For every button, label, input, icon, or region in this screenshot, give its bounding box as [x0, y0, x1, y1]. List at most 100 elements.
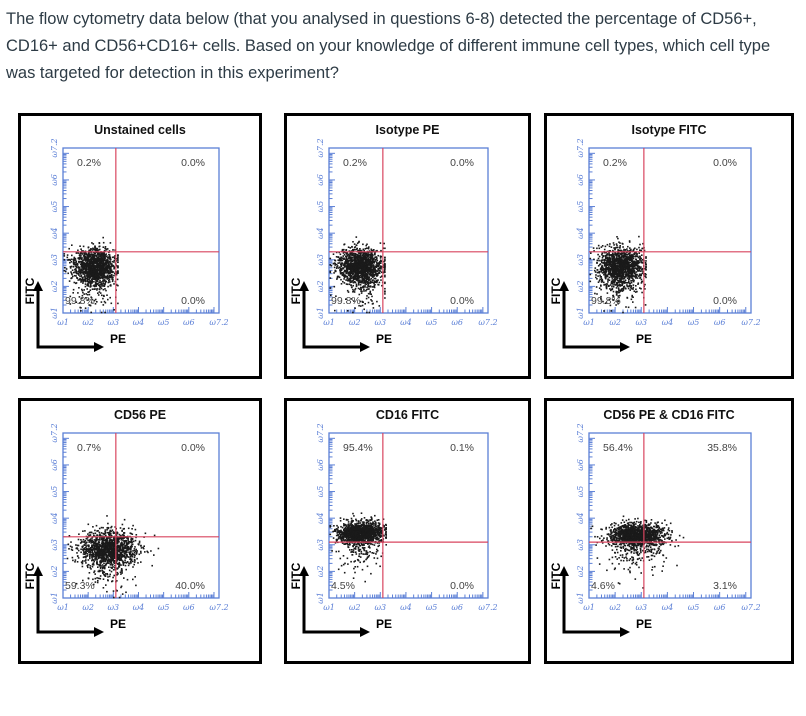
event-dot [107, 272, 110, 275]
event-dot [606, 258, 609, 261]
event-dot [377, 272, 380, 274]
event-dot [346, 252, 349, 254]
event-dot [605, 251, 607, 254]
event-dot [361, 264, 363, 267]
event-dot [354, 288, 356, 291]
event-dot [89, 264, 92, 266]
event-dot [367, 247, 369, 249]
event-dot [349, 247, 352, 249]
event-dot [87, 260, 90, 262]
event-dot [625, 256, 628, 259]
event-dot [369, 264, 372, 266]
event-dot [606, 292, 609, 294]
event-dot [611, 267, 614, 269]
event-dot [67, 272, 69, 275]
event-dot [95, 265, 97, 268]
event-dot [358, 256, 361, 258]
event-dot [94, 285, 96, 288]
event-dot [598, 272, 601, 274]
event-dot [633, 275, 636, 278]
event-dot [124, 561, 127, 564]
event-dot [610, 273, 612, 275]
event-dot [111, 264, 113, 267]
event-dot [617, 290, 619, 293]
event-dot [637, 260, 639, 262]
event-dot [101, 277, 104, 279]
event-dot [614, 284, 617, 286]
event-dot [610, 246, 613, 248]
event-dot [627, 282, 629, 284]
event-dot [91, 264, 93, 266]
event-dot [633, 270, 636, 272]
event-dot [615, 246, 618, 249]
event-dot [621, 268, 624, 271]
event-dot [358, 272, 361, 274]
y-tick-label: ω6 [50, 459, 59, 471]
x-tick-label: ω5 [158, 603, 170, 612]
panel-title: Unstained cells [94, 123, 186, 137]
event-dot [99, 286, 102, 288]
event-dot [354, 281, 357, 283]
event-dot [110, 302, 113, 305]
event-dot [618, 265, 621, 268]
event-dot [617, 252, 620, 254]
event-dot [384, 291, 386, 293]
quadrant-label-lower-right: 0.0% [713, 295, 737, 307]
event-dot [98, 276, 100, 278]
x-tick-label: ω6 [451, 318, 463, 327]
event-dot [98, 288, 101, 290]
event-dot [81, 288, 83, 291]
event-dot [157, 547, 160, 550]
event-dot [614, 247, 617, 249]
event-dot [599, 268, 602, 270]
event-dot [72, 275, 74, 278]
event-dot [78, 261, 80, 264]
event-dot [335, 256, 338, 258]
event-dot [600, 267, 602, 269]
event-dot [373, 286, 376, 288]
event-dot [88, 278, 90, 281]
event-dot [91, 565, 94, 568]
event-dot [617, 261, 619, 264]
event-dot [83, 265, 86, 267]
event-dot [377, 283, 379, 286]
event-dot [345, 260, 347, 262]
event-dot [77, 270, 80, 273]
event-dot [635, 255, 638, 257]
event-dot [641, 247, 643, 250]
event-dot [368, 246, 370, 248]
event-dot [638, 235, 640, 238]
event-dot [113, 257, 116, 260]
event-dot [614, 260, 617, 263]
event-dot [640, 266, 642, 268]
event-dot [109, 281, 111, 283]
event-dot [92, 270, 94, 272]
event-dot [96, 274, 99, 276]
event-dot [634, 264, 637, 267]
event-dot [609, 260, 611, 263]
event-dot [618, 280, 620, 282]
event-dot [361, 290, 363, 293]
event-dot [596, 261, 598, 264]
event-dot [614, 253, 617, 256]
event-dot [82, 268, 85, 271]
event-dot [606, 274, 609, 276]
event-dot [614, 275, 617, 278]
event-dot [86, 258, 89, 260]
event-dot [378, 269, 380, 272]
event-dot [101, 252, 104, 254]
event-dot [97, 264, 100, 266]
event-dot [95, 254, 98, 257]
event-dot [85, 266, 88, 269]
event-dot [329, 277, 332, 279]
event-dot [609, 265, 612, 267]
event-dot [619, 265, 622, 268]
event-dot [605, 285, 608, 287]
event-dot [135, 548, 137, 551]
event-dot [367, 251, 370, 254]
event-dot [593, 250, 595, 252]
event-dot [345, 276, 348, 278]
event-dot [98, 254, 100, 256]
event-dot [596, 247, 598, 250]
event-dot [599, 278, 601, 281]
